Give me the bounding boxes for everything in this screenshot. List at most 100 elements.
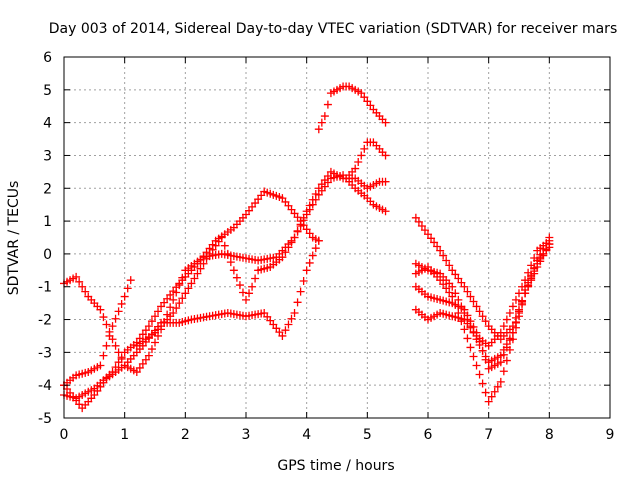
data-point bbox=[299, 213, 308, 222]
data-point bbox=[454, 274, 463, 283]
data-point bbox=[469, 322, 478, 331]
y-tick-label: 6 bbox=[43, 50, 52, 66]
axis-ticks bbox=[63, 56, 611, 419]
data-point bbox=[490, 387, 499, 396]
x-tick-label: 5 bbox=[363, 427, 372, 443]
data-point bbox=[427, 234, 436, 243]
y-tick-label: -3 bbox=[38, 345, 52, 361]
data-point bbox=[317, 180, 326, 189]
data-point bbox=[181, 289, 190, 298]
data-point bbox=[493, 382, 502, 391]
data-point bbox=[524, 268, 533, 277]
y-tick-label: 1 bbox=[43, 214, 52, 230]
data-point bbox=[484, 397, 493, 406]
x-tick-label: 9 bbox=[606, 427, 615, 443]
data-point bbox=[502, 356, 511, 365]
data-point bbox=[138, 359, 147, 368]
data-point bbox=[108, 322, 117, 331]
series-track-12 bbox=[411, 233, 554, 406]
data-point bbox=[248, 282, 257, 291]
y-tick-label: -4 bbox=[38, 378, 52, 394]
data-point bbox=[75, 277, 84, 286]
data-point bbox=[72, 272, 81, 281]
data-point bbox=[536, 250, 545, 259]
data-point bbox=[521, 276, 530, 285]
data-point bbox=[278, 331, 287, 340]
data-point bbox=[530, 264, 539, 273]
data-point bbox=[466, 292, 475, 301]
data-point bbox=[363, 97, 372, 106]
data-point bbox=[499, 322, 508, 331]
data-point bbox=[420, 226, 429, 235]
data-point bbox=[511, 323, 520, 332]
data-point bbox=[111, 341, 120, 350]
x-tick-label: 3 bbox=[242, 427, 251, 443]
data-point bbox=[299, 276, 308, 285]
data-point bbox=[320, 176, 329, 185]
data-point bbox=[105, 331, 114, 340]
data-point bbox=[202, 254, 211, 263]
x-tick-label: 7 bbox=[484, 427, 493, 443]
data-point bbox=[245, 289, 254, 298]
data-point bbox=[190, 274, 199, 283]
data-point bbox=[475, 307, 484, 316]
data-point bbox=[217, 233, 226, 242]
data-point bbox=[226, 258, 235, 267]
data-point bbox=[302, 266, 311, 275]
data-point bbox=[169, 295, 178, 304]
data-point bbox=[411, 213, 420, 222]
data-point bbox=[120, 292, 129, 301]
data-point bbox=[496, 358, 505, 367]
data-point bbox=[354, 158, 363, 167]
data-point bbox=[251, 274, 260, 283]
plot-area bbox=[60, 82, 554, 413]
data-point bbox=[545, 233, 554, 242]
data-point bbox=[123, 284, 132, 293]
data-point bbox=[114, 307, 123, 316]
data-point bbox=[223, 249, 232, 258]
data-point bbox=[90, 391, 99, 400]
data-point bbox=[317, 118, 326, 127]
data-point bbox=[229, 266, 238, 275]
data-point bbox=[481, 388, 490, 397]
data-point bbox=[281, 326, 290, 335]
data-point bbox=[533, 256, 542, 265]
data-point bbox=[454, 308, 463, 317]
data-point bbox=[414, 217, 423, 226]
data-point bbox=[78, 282, 87, 291]
data-point bbox=[187, 279, 196, 288]
data-point bbox=[278, 253, 287, 262]
data-point bbox=[475, 337, 484, 346]
plot-frame bbox=[63, 56, 611, 419]
data-point bbox=[314, 236, 323, 245]
data-point bbox=[287, 238, 296, 247]
data-point bbox=[293, 226, 302, 235]
data-point bbox=[290, 233, 299, 242]
tick-labels: 0 1 2 3 4 5 6 7 8 9 -5 -4 -3 -2 -1 0 1 2 3 4 5 6 bbox=[38, 50, 614, 443]
data-point bbox=[305, 201, 314, 210]
data-point bbox=[472, 328, 481, 337]
data-point bbox=[211, 241, 220, 250]
data-point bbox=[96, 382, 105, 391]
data-point bbox=[172, 304, 181, 313]
data-point bbox=[114, 348, 123, 357]
data-point bbox=[141, 326, 150, 335]
data-point bbox=[117, 299, 126, 308]
data-point bbox=[99, 313, 108, 322]
data-point bbox=[448, 266, 457, 275]
data-point bbox=[448, 292, 457, 301]
x-tick-label: 8 bbox=[545, 427, 554, 443]
data-point bbox=[281, 248, 290, 257]
data-point bbox=[305, 258, 314, 267]
data-point bbox=[472, 361, 481, 370]
y-tick-label: 0 bbox=[43, 247, 52, 263]
data-point bbox=[308, 195, 317, 204]
y-tick-label: 3 bbox=[43, 148, 52, 164]
chart-title: Day 003 of 2014, Sidereal Day-to-day VTE… bbox=[49, 21, 617, 37]
series-track-6 bbox=[314, 82, 390, 134]
data-point bbox=[205, 249, 214, 258]
series-track-5 bbox=[132, 167, 390, 350]
data-point bbox=[366, 101, 375, 110]
data-point bbox=[360, 93, 369, 102]
